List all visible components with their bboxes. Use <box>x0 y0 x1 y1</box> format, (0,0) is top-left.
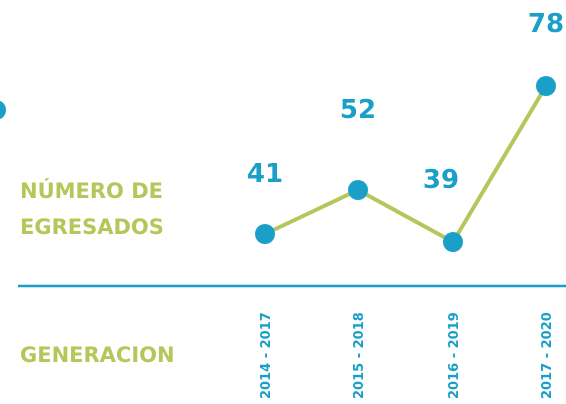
x-tick-label: 2015 - 2018 <box>352 312 367 399</box>
y-label-line: NÚMERO DE <box>20 178 163 203</box>
point <box>348 180 368 200</box>
decorative-dot <box>0 100 6 120</box>
data-label: 78 <box>528 9 564 39</box>
data-label: 39 <box>423 165 459 195</box>
x-label: GENERACION <box>20 343 175 367</box>
data-label: 41 <box>247 159 283 189</box>
y-label-line: EGRESADOS <box>20 215 164 239</box>
point <box>255 224 275 244</box>
x-tick-label: 2017 - 2020 <box>540 312 555 399</box>
line <box>264 84 548 245</box>
x-tick-label: 2016 - 2019 <box>447 312 462 399</box>
data-label: 52 <box>340 95 376 125</box>
x-tick-label: 2014 - 2017 <box>259 312 274 399</box>
point <box>443 232 463 252</box>
point <box>536 76 556 96</box>
